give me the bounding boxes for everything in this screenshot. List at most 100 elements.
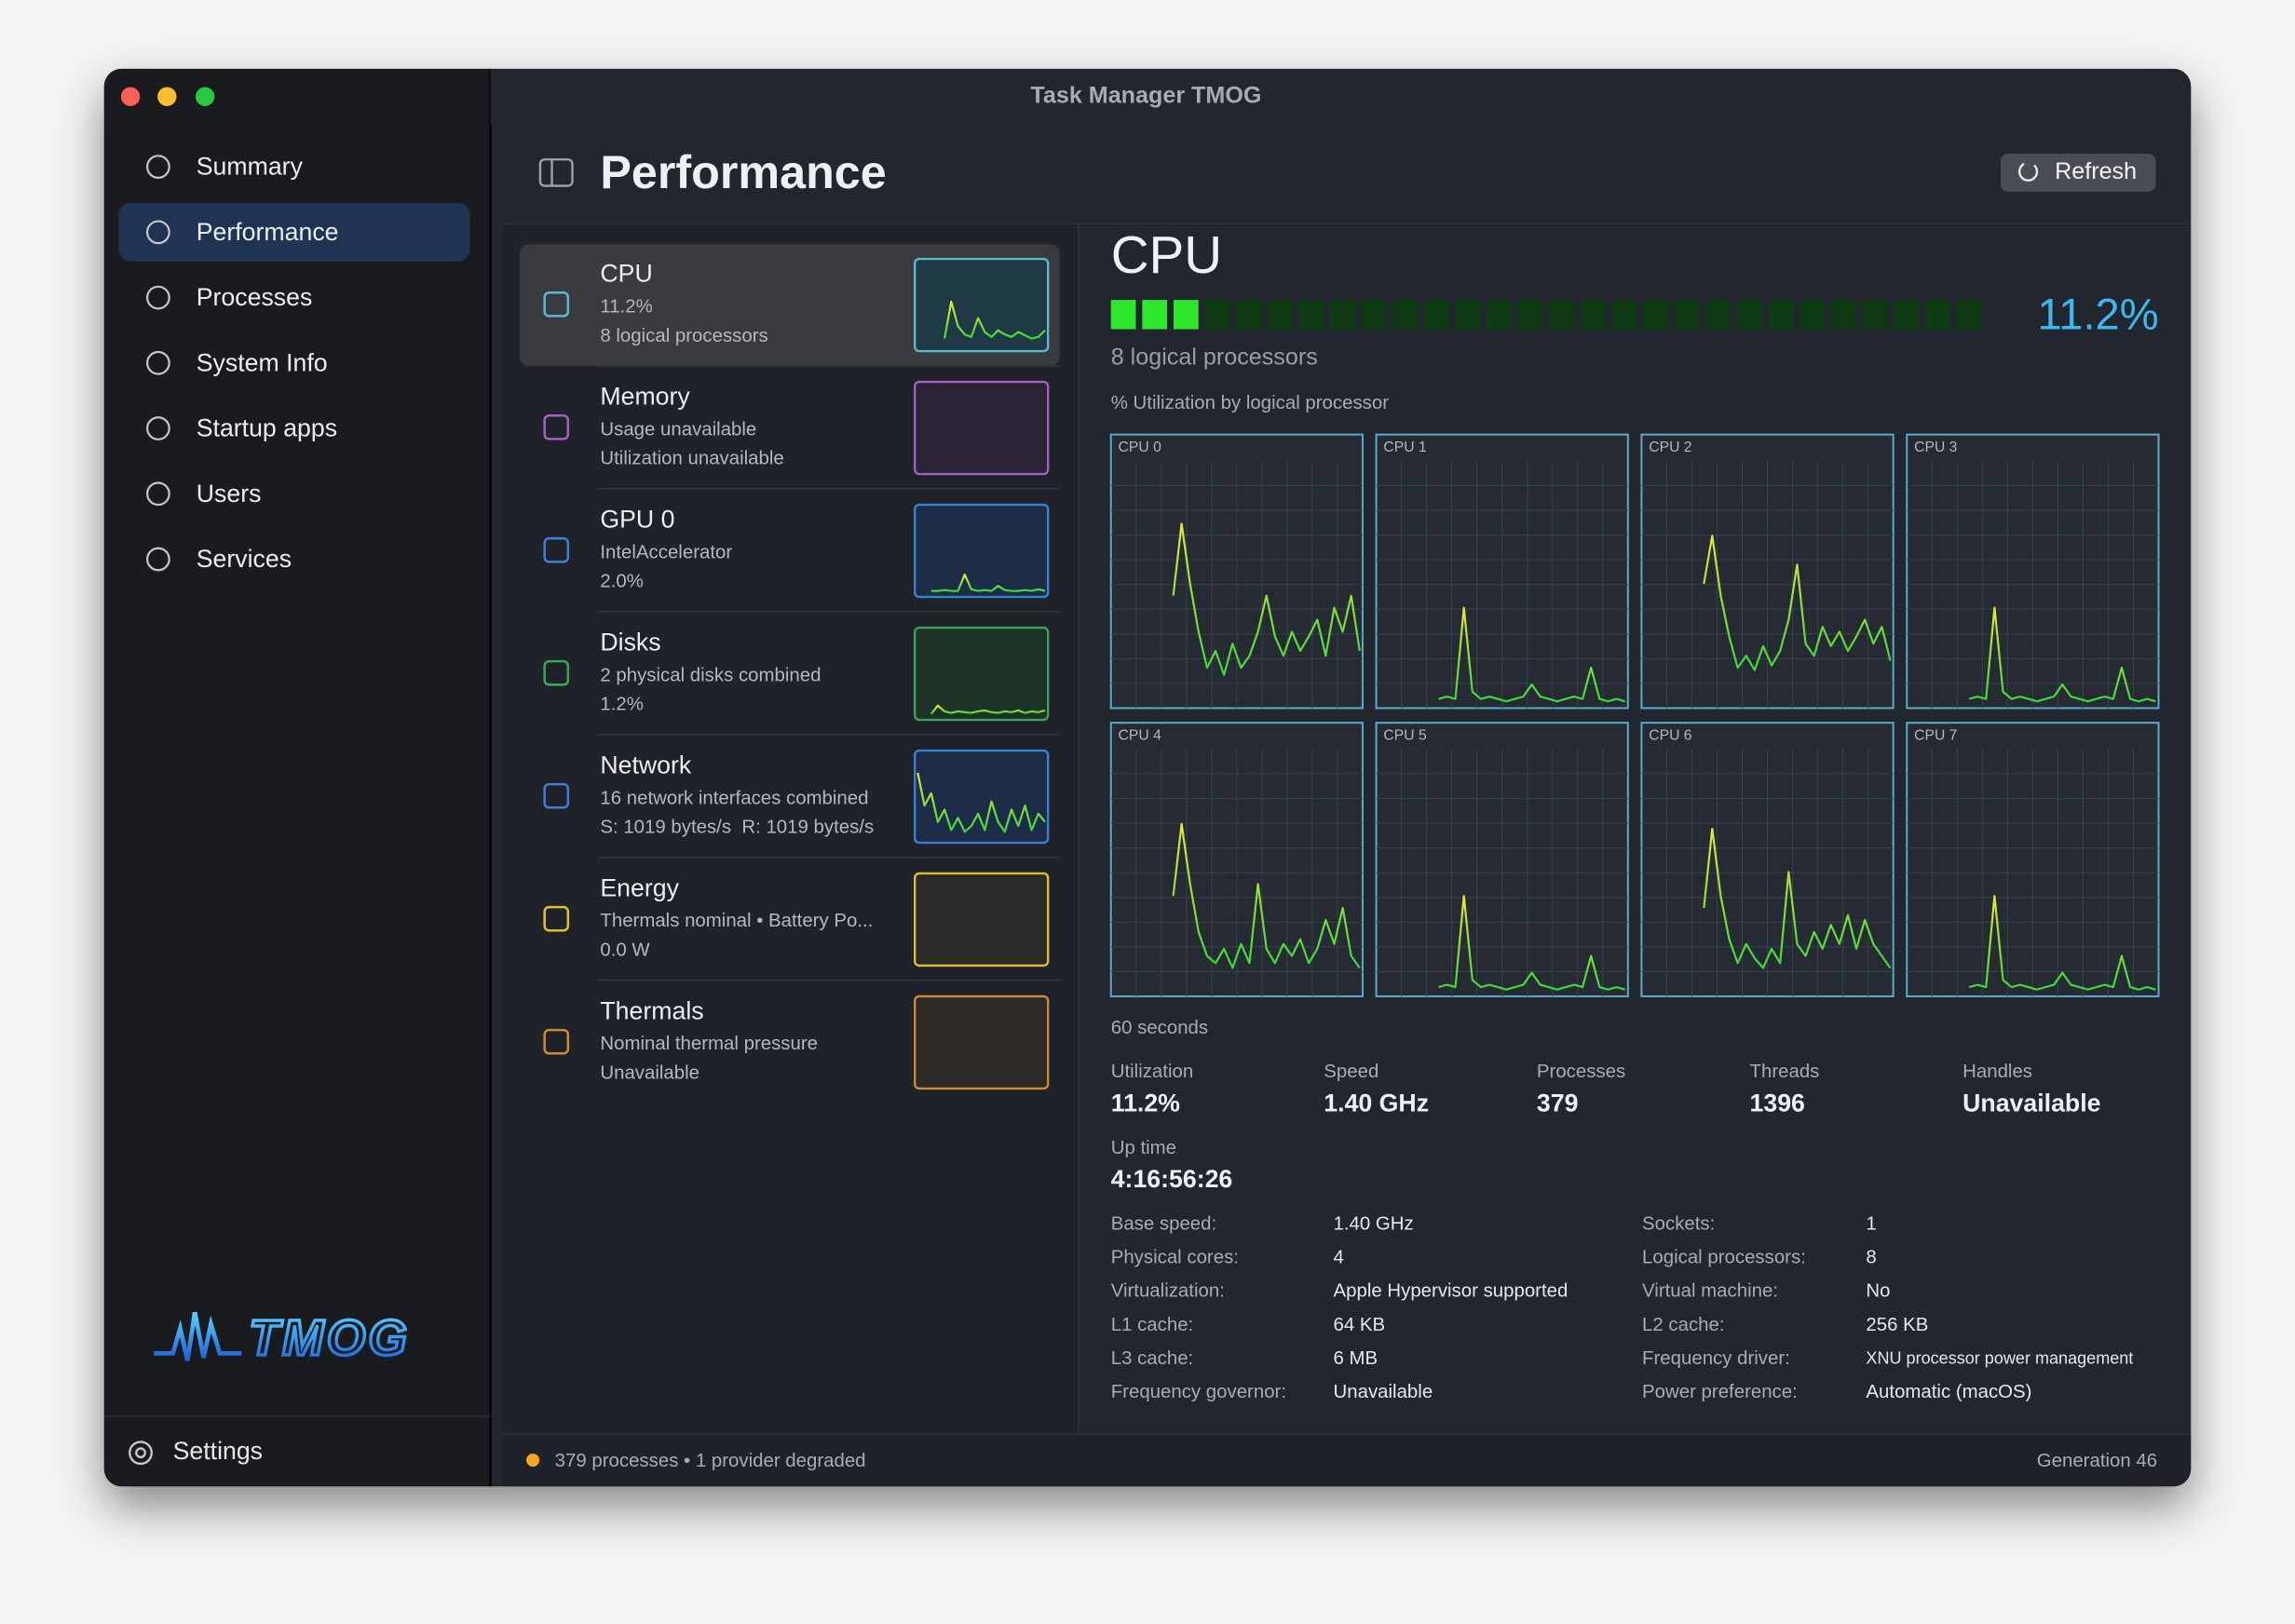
stat-label: Threads [1750,1062,1820,1082]
device-card[interactable]: Disks 2 physical disks combined 1.2% [543,610,1060,722]
sidebar-item[interactable]: Services [146,545,292,573]
core-graph: CPU 1 [1375,433,1629,710]
graph-line [1968,606,2156,703]
detail-title: CPU [1111,225,1222,284]
logo: TMOG [249,1311,410,1366]
sidebar-item[interactable]: System Info [146,348,328,376]
sidebar-label: Startup apps [197,414,337,442]
sidebar-item[interactable]: Summary [146,153,304,181]
time-span: 60 seconds [1111,1018,1208,1038]
sidebar-icon [146,350,170,375]
generation: Generation 46 [2037,1451,2157,1471]
status-bar [502,1435,2192,1487]
meter-segment [1799,300,1826,330]
stat-label: Processes [1537,1062,1625,1082]
device-detail: IntelAccelerator [600,542,732,562]
settings-item[interactable]: Settings [173,1437,263,1465]
graph-line [1172,522,1361,676]
sidebar-item[interactable]: Startup apps [146,414,337,442]
core-label: CPU 1 [1383,440,1426,455]
device-icon [543,291,570,318]
core-graph: CPU 6 [1640,722,1894,997]
sidebar-selection [118,202,470,262]
sidebar-item[interactable]: Performance [118,202,470,262]
device-name: Energy [600,873,679,901]
meter-segment [1455,300,1481,330]
device-detail: Utilization unavailable [600,449,783,469]
core-label: CPU 2 [1649,440,1691,455]
device-detail: 16 network interfaces combined [600,788,868,808]
device-icon [543,905,570,932]
sidebar-icon [146,285,170,310]
sidebar-item[interactable]: Users [146,480,261,508]
meter-segment [1831,300,1856,330]
device-name: Network [600,751,692,778]
graph-line [943,300,1046,340]
meter-segment [1956,300,1982,330]
device-name: GPU 0 [600,505,674,533]
meter-segment [1643,300,1669,330]
device-card[interactable]: CPU 11.2% 8 logical processors [519,244,1060,366]
sidebar-item[interactable]: Processes [146,283,312,311]
device-detail: S: 1019 bytes/s R: 1019 bytes/s [600,818,874,838]
device-name: CPU [600,259,652,287]
spec-label: Physical cores: [1111,1248,1239,1268]
sidebar-label: Performance [197,218,339,246]
stat-label: Speed [1324,1062,1378,1082]
device-card[interactable]: Energy Thermals nominal • Battery Po... 0.… [543,856,1060,968]
device-detail: 11.2% [600,296,652,317]
device-name: Disks [600,628,660,656]
spec-value: 1.40 GHz [1334,1213,1414,1234]
page-title: Performance [600,145,886,198]
stat-value: 1.40 GHz [1324,1089,1429,1116]
zoom-button[interactable] [195,87,215,106]
core-label: CPU 5 [1383,727,1427,743]
detail-subtitle: 8 logical processors [1111,345,1318,371]
device-icon [543,413,570,440]
spec-value: 256 KB [1866,1315,1928,1335]
spec-label: Base speed: [1111,1213,1216,1234]
spec-label: Sockets: [1642,1213,1715,1234]
spec-label: Virtualization: [1111,1281,1225,1302]
minimize-button[interactable] [157,87,177,106]
graph-line [1703,535,1892,671]
stat-value: 11.2% [1111,1089,1180,1116]
stat-label: Handles [1962,1062,2032,1082]
device-thumb [914,257,1050,353]
device-thumb [914,380,1050,476]
sidebar-icon [146,155,170,179]
device-thumb [914,626,1050,722]
utilization-big: 11.2% [2038,289,2159,338]
meter-segment [1517,300,1543,330]
device-card[interactable]: Memory Usage unavailable Utilization unava… [543,365,1060,476]
device-card[interactable]: Thermals Nominal thermal pressure Unavaila… [543,979,1060,1090]
spec-label: L1 cache: [1111,1315,1194,1335]
meter-segment [1611,300,1637,330]
spec-value: 1 [1866,1213,1876,1234]
close-button[interactable] [120,87,141,106]
graph-line [917,772,1046,833]
spec-label: L3 cache: [1111,1348,1194,1369]
graph-line [1172,822,1361,969]
spec-value: Automatic (macOS) [1866,1382,2031,1402]
device-detail: Unavailable [600,1063,699,1084]
device-icon [543,782,570,809]
spec-value: Unavailable [1334,1382,1433,1402]
refresh-button[interactable]: Refresh [2000,153,2156,192]
sidebar-icon [146,481,170,507]
meter-segment [1142,300,1168,330]
spec-label: Frequency governor: [1111,1382,1286,1402]
sidebar-toggle[interactable] [538,158,574,187]
graph-line [1968,895,2156,991]
sidebar-icon [146,220,170,245]
device-card[interactable]: GPU 0 IntelAccelerator 2.0% [543,487,1060,599]
meter-segment [1204,300,1230,330]
status-dot [526,1453,540,1468]
core-graph: CPU 2 [1640,433,1894,710]
core-graph: CPU 5 [1375,722,1629,997]
meter-segment [1236,300,1261,330]
meter-segment [1298,300,1324,330]
device-thumb [914,503,1050,599]
spec-label: Virtual machine: [1642,1281,1778,1302]
device-card[interactable]: Network 16 network interfaces combined S: … [543,733,1060,845]
